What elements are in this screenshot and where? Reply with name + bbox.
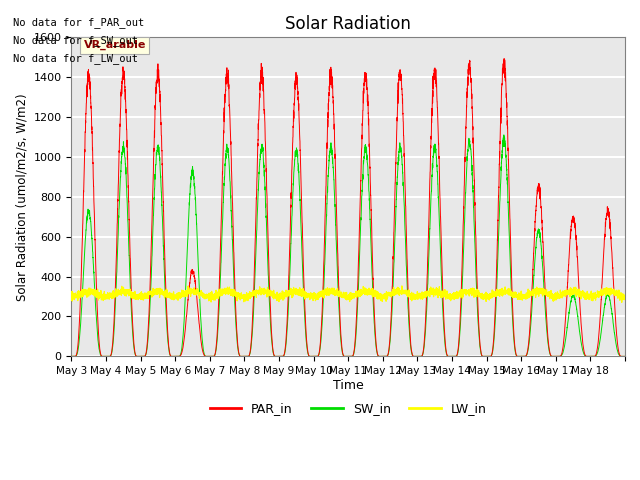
Y-axis label: Solar Radiation (umol/m2/s, W/m2): Solar Radiation (umol/m2/s, W/m2)	[15, 93, 28, 300]
Title: Solar Radiation: Solar Radiation	[285, 15, 411, 33]
X-axis label: Time: Time	[333, 379, 364, 392]
Text: No data for f_SW_out: No data for f_SW_out	[13, 35, 138, 46]
Text: VR_arable: VR_arable	[83, 40, 146, 50]
Text: No data for f_LW_out: No data for f_LW_out	[13, 53, 138, 64]
Legend: PAR_in, SW_in, LW_in: PAR_in, SW_in, LW_in	[205, 397, 492, 420]
Text: No data for f_PAR_out: No data for f_PAR_out	[13, 17, 144, 28]
